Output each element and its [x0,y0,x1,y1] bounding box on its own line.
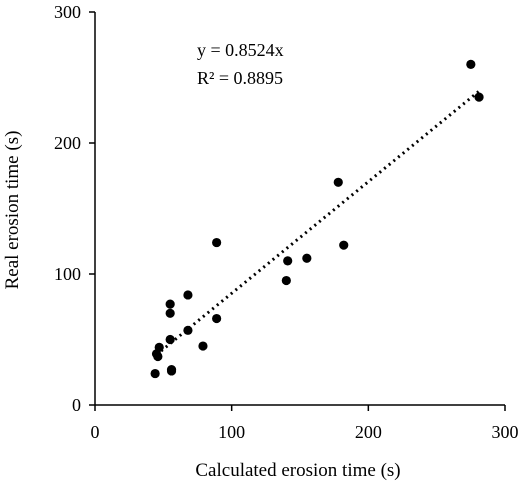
data-point [212,313,222,324]
x-tick-label: 100 [218,422,245,442]
data-point [153,351,163,362]
data-point [165,308,175,318]
data-point [474,92,484,102]
y-tick-label: 0 [72,395,81,415]
x-tick-label: 0 [91,422,100,442]
data-point [165,334,175,345]
trendline [155,90,480,356]
y-tick-label: 300 [54,2,81,22]
data-point [183,290,193,300]
data-point [302,253,312,263]
data-points [150,59,484,379]
x-tick-label: 200 [355,422,382,442]
data-point [339,240,349,250]
data-point [333,177,343,187]
data-point [166,366,177,376]
data-point [212,237,222,248]
r-squared-label: R² = 0.8895 [197,68,283,88]
data-point [183,325,193,335]
data-point [198,341,208,351]
x-axis-title: Calculated erosion time (s) [195,460,400,481]
y-tick-label: 200 [54,133,81,153]
data-point [165,299,175,309]
data-point [281,275,291,286]
y-tick-label: 100 [54,264,81,284]
trendline-layer [155,90,480,356]
data-point [466,59,476,69]
x-tick-label: 300 [492,422,519,442]
data-point [283,256,293,266]
trendline-equation: y = 0.8524x [197,40,284,60]
data-point [150,368,160,379]
y-axis-title: Real erosion time (s) [2,131,23,290]
data-point [154,342,164,352]
axes: 0 100 200 300 0 100 200 300 [54,2,519,442]
